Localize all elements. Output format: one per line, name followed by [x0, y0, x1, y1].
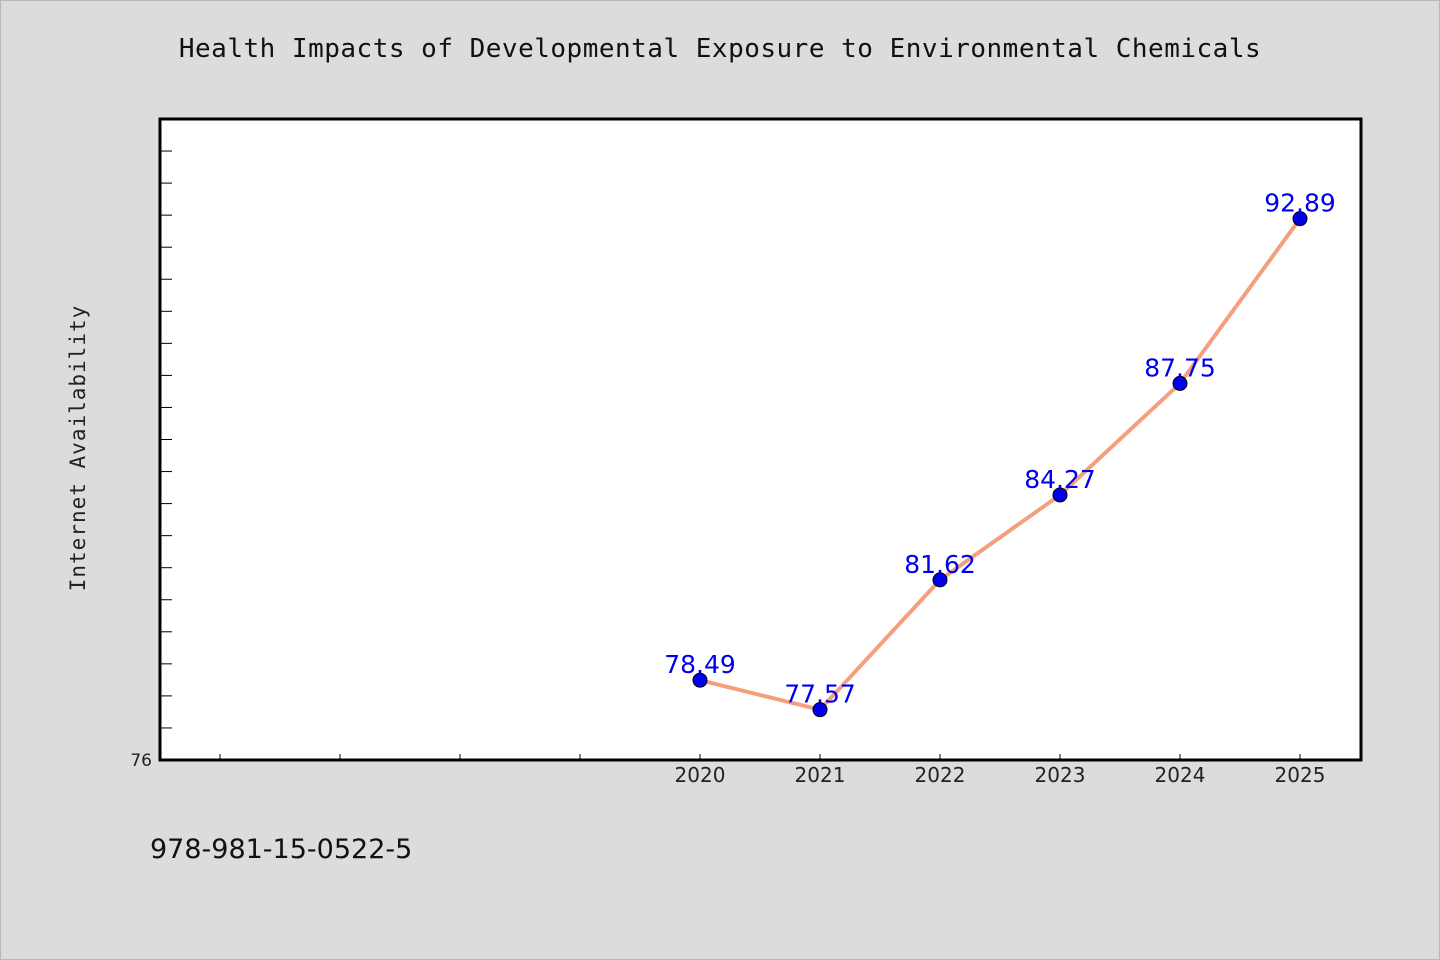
data-label: 84.27 [1024, 465, 1096, 494]
data-point [1052, 487, 1068, 503]
y-axis-ticks: 76 [130, 150, 172, 771]
series-layer: 78.49 77.57 81.62 84.27 87.75 92.89 [664, 189, 1336, 718]
data-label: 92.89 [1264, 189, 1336, 218]
plot-background [158, 117, 1363, 762]
data-label: 78.49 [664, 650, 736, 679]
data-label: 77.57 [784, 680, 856, 709]
data-point [692, 672, 708, 688]
x-tick-label: 2023 [1035, 763, 1086, 787]
x-tick-label: 2020 [675, 763, 726, 787]
chart-title: Health Impacts of Developmental Exposure… [178, 34, 1262, 64]
data-point [932, 572, 948, 588]
series-line [699, 217, 1302, 712]
x-tick-label: 2025 [1275, 763, 1326, 787]
x-tick-label: 2024 [1155, 763, 1206, 787]
x-tick-label: 2022 [915, 763, 966, 787]
data-label: 81.62 [904, 550, 976, 579]
data-label: 87.75 [1144, 353, 1216, 382]
x-axis-ticks: 2020 2021 2022 2023 2024 2025 [219, 754, 1326, 787]
x-tick-label: 2021 [795, 763, 846, 787]
footer-code: 978-981-15-0522-5 [150, 834, 413, 865]
data-point [1292, 211, 1308, 227]
data-point [812, 702, 828, 718]
data-point [1172, 375, 1188, 391]
y-tick-label: 76 [130, 751, 152, 771]
